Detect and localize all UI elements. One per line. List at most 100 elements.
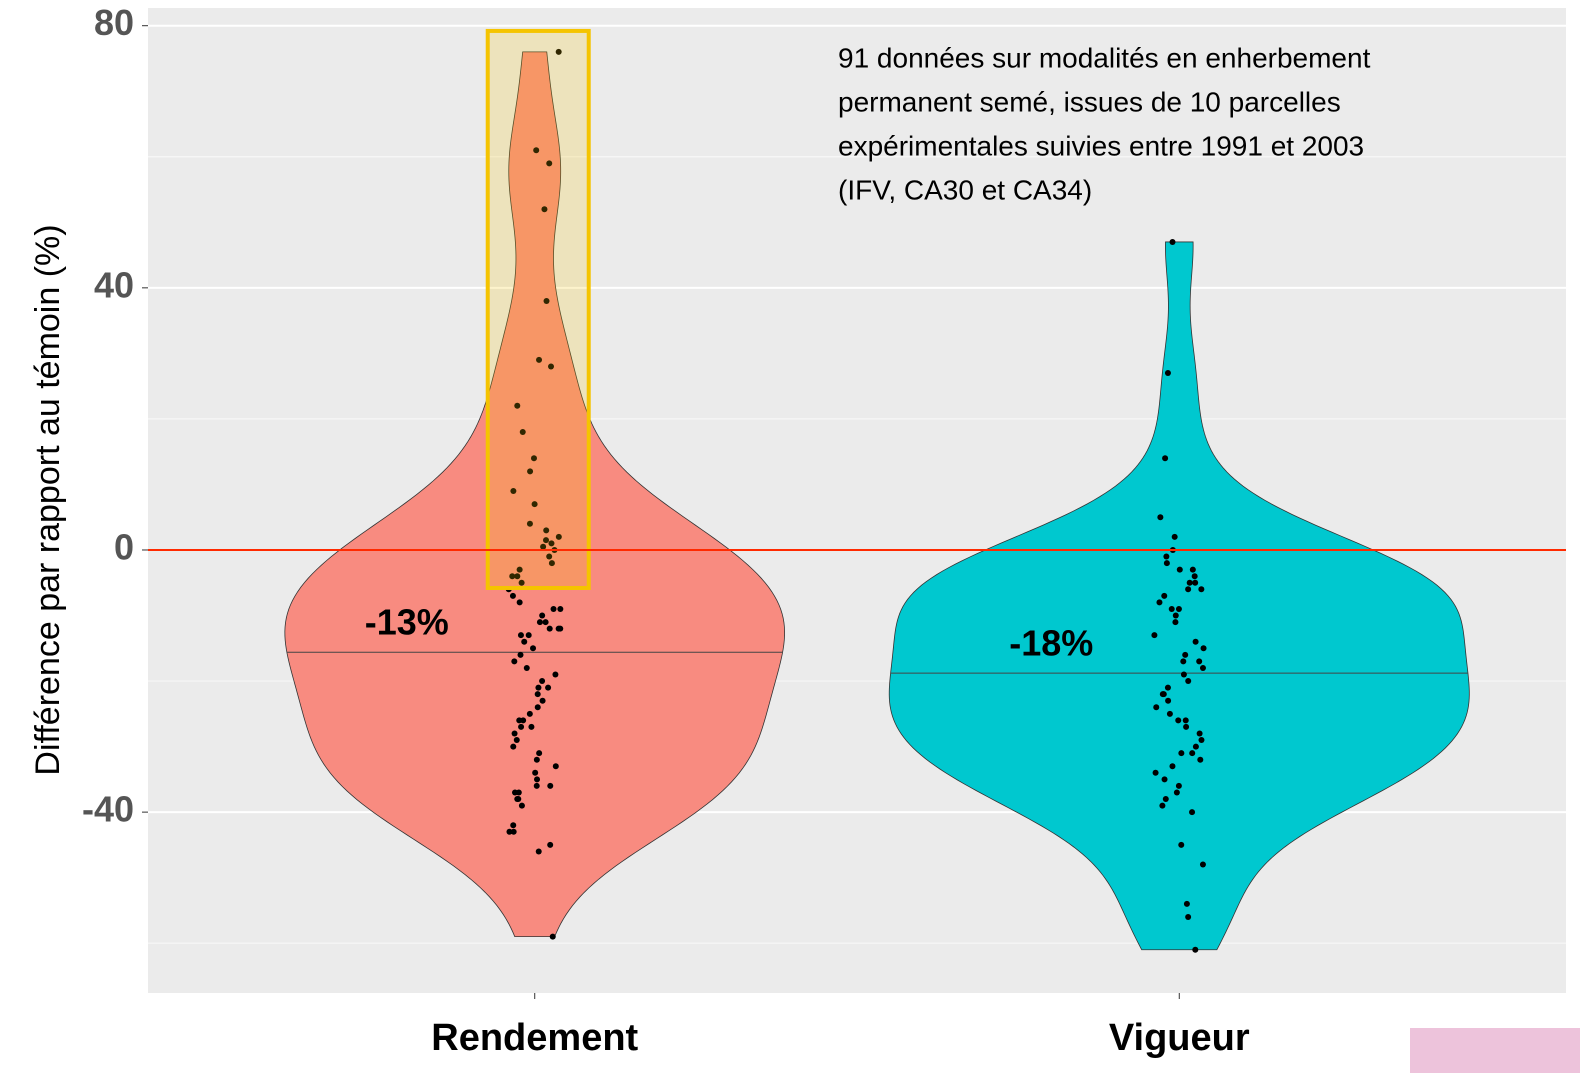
data-point bbox=[511, 730, 518, 737]
data-point bbox=[506, 828, 513, 835]
data-point bbox=[1196, 658, 1203, 665]
data-point bbox=[514, 573, 521, 580]
data-point bbox=[557, 605, 564, 612]
data-point bbox=[517, 632, 524, 639]
data-point bbox=[523, 664, 530, 671]
y-tick-label: -40 bbox=[82, 789, 134, 830]
data-point bbox=[1186, 579, 1193, 586]
data-point bbox=[1192, 743, 1199, 750]
data-point bbox=[539, 612, 546, 619]
data-point bbox=[1173, 789, 1180, 796]
data-point bbox=[1196, 730, 1203, 737]
data-point bbox=[1165, 697, 1172, 704]
data-point bbox=[1180, 671, 1187, 678]
data-point bbox=[527, 468, 534, 475]
data-point bbox=[1169, 763, 1176, 770]
data-point bbox=[1166, 710, 1173, 717]
data-point bbox=[533, 756, 540, 763]
data-point bbox=[515, 796, 522, 803]
data-point bbox=[1171, 533, 1178, 540]
data-point bbox=[530, 455, 537, 462]
data-point bbox=[552, 671, 559, 678]
data-point bbox=[1185, 586, 1192, 593]
data-point bbox=[546, 160, 553, 167]
data-point bbox=[543, 527, 550, 534]
data-point bbox=[521, 638, 528, 645]
data-point bbox=[1161, 592, 1168, 599]
data-point bbox=[1185, 913, 1192, 920]
annotation: (IFV, CA30 et CA34) bbox=[838, 174, 1092, 205]
data-point bbox=[515, 789, 522, 796]
data-point bbox=[536, 750, 543, 757]
data-point bbox=[525, 632, 532, 639]
data-point bbox=[1153, 704, 1160, 711]
data-point bbox=[539, 678, 546, 685]
annotation: expérimentales suivies entre 1991 et 200… bbox=[838, 130, 1364, 161]
x-tick-label: Vigueur bbox=[1109, 1017, 1250, 1059]
data-point bbox=[1151, 632, 1158, 639]
data-point bbox=[1172, 612, 1179, 619]
data-point bbox=[543, 537, 550, 544]
data-point bbox=[518, 802, 525, 809]
y-tick-label: 80 bbox=[94, 2, 134, 43]
data-point bbox=[516, 717, 523, 724]
data-point bbox=[526, 520, 533, 527]
data-point bbox=[533, 147, 540, 154]
data-point bbox=[509, 592, 516, 599]
data-point bbox=[1178, 841, 1185, 848]
data-point bbox=[518, 579, 525, 586]
data-point bbox=[555, 48, 562, 55]
data-point bbox=[1197, 756, 1204, 763]
annotation: 91 données sur modalités en enherbement bbox=[838, 42, 1371, 73]
data-point bbox=[1200, 645, 1207, 652]
data-point bbox=[555, 533, 562, 540]
data-point bbox=[531, 501, 538, 508]
data-point bbox=[546, 625, 553, 632]
data-point bbox=[510, 487, 517, 494]
data-point bbox=[528, 723, 535, 730]
data-point bbox=[509, 573, 516, 580]
data-point bbox=[548, 560, 555, 567]
data-point bbox=[511, 658, 518, 665]
x-tick-label: Rendement bbox=[431, 1017, 638, 1059]
data-point bbox=[510, 822, 517, 829]
data-point bbox=[534, 691, 541, 698]
data-point bbox=[552, 763, 559, 770]
data-point bbox=[1164, 684, 1171, 691]
data-point bbox=[555, 625, 562, 632]
data-point bbox=[1161, 776, 1168, 783]
data-point bbox=[533, 782, 540, 789]
data-point bbox=[535, 848, 542, 855]
data-point bbox=[1156, 599, 1163, 606]
data-point bbox=[514, 402, 521, 409]
data-point bbox=[1191, 573, 1198, 580]
data-point bbox=[530, 645, 537, 652]
data-point bbox=[1183, 900, 1190, 907]
plot-panel bbox=[148, 8, 1566, 993]
data-point bbox=[1159, 802, 1166, 809]
data-point bbox=[547, 782, 554, 789]
data-point bbox=[1178, 750, 1185, 757]
data-point bbox=[1198, 737, 1205, 744]
data-point bbox=[510, 828, 517, 835]
data-point bbox=[546, 553, 553, 560]
data-point bbox=[1198, 586, 1205, 593]
y-axis-label: Différence par rapport au témoin (%) bbox=[29, 224, 67, 775]
data-point bbox=[516, 599, 523, 606]
data-point bbox=[1189, 566, 1196, 573]
data-point bbox=[1152, 769, 1159, 776]
data-point bbox=[534, 776, 541, 783]
data-point bbox=[1199, 861, 1206, 868]
data-point bbox=[535, 684, 542, 691]
data-point bbox=[1175, 605, 1182, 612]
data-point bbox=[1176, 566, 1183, 573]
data-point bbox=[519, 429, 526, 436]
data-point bbox=[1157, 514, 1164, 521]
data-point bbox=[545, 684, 552, 691]
data-point bbox=[549, 933, 556, 940]
data-point bbox=[1189, 809, 1196, 816]
data-point bbox=[1163, 560, 1170, 567]
data-point bbox=[1192, 579, 1199, 586]
data-point bbox=[1199, 664, 1206, 671]
